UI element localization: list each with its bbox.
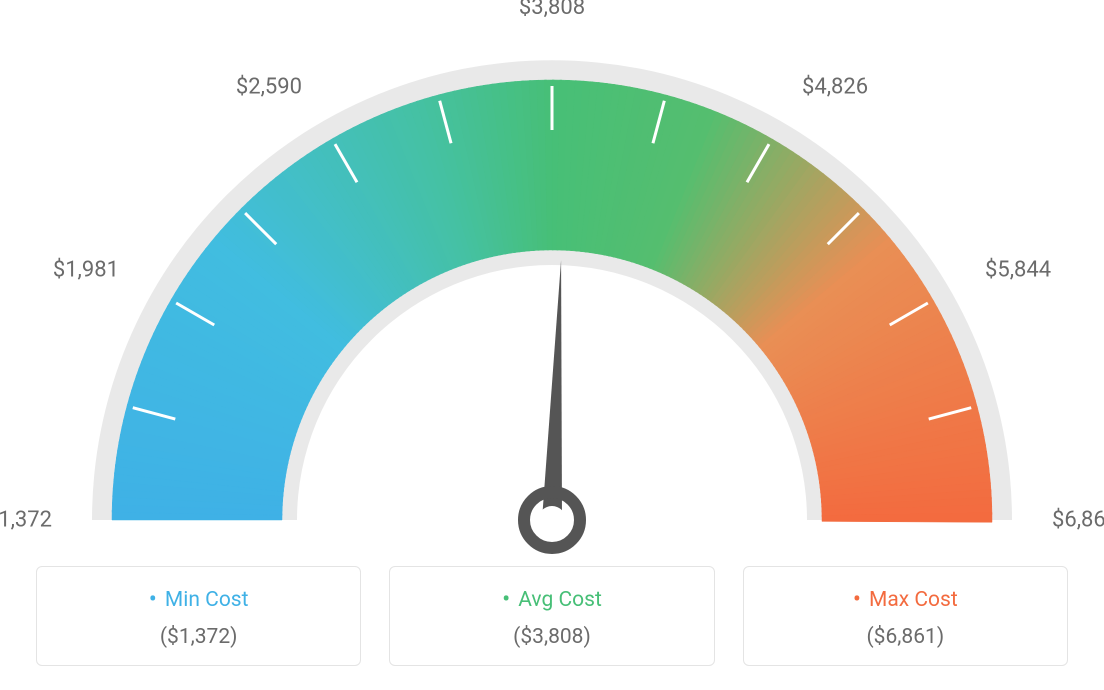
gauge-tick-label: $5,844 bbox=[985, 258, 1051, 283]
gauge-tick-label: $4,826 bbox=[802, 74, 868, 99]
gauge-area: $1,372 $1,981 $2,590 $3,808 $4,826 $5,844 $6,8… bbox=[0, 0, 1104, 560]
gauge-tick-label: $2,590 bbox=[236, 74, 302, 99]
legend-card-avg: Avg Cost ($3,808) bbox=[389, 566, 714, 666]
gauge-tick-label: $3,808 bbox=[519, 0, 585, 20]
legend-avg-title: Avg Cost bbox=[400, 585, 703, 613]
legend-card-min: Min Cost ($1,372) bbox=[36, 566, 361, 666]
legend-max-value: ($6,861) bbox=[754, 625, 1057, 649]
legend-min-title: Min Cost bbox=[47, 585, 350, 613]
gauge-tick-label: $1,981 bbox=[53, 258, 119, 283]
gauge-chart-container: $1,372 $1,981 $2,590 $3,808 $4,826 $5,844 $6,8… bbox=[0, 0, 1104, 690]
legend-row: Min Cost ($1,372) Avg Cost ($3,808) Max … bbox=[36, 566, 1068, 666]
legend-max-title: Max Cost bbox=[754, 585, 1057, 613]
gauge-svg bbox=[0, 0, 1104, 560]
legend-card-max: Max Cost ($6,861) bbox=[743, 566, 1068, 666]
gauge-tick-label: $1,372 bbox=[0, 508, 52, 533]
legend-min-value: ($1,372) bbox=[47, 625, 350, 649]
legend-avg-value: ($3,808) bbox=[400, 625, 703, 649]
gauge-tick-label: $6,861 bbox=[1052, 508, 1104, 533]
